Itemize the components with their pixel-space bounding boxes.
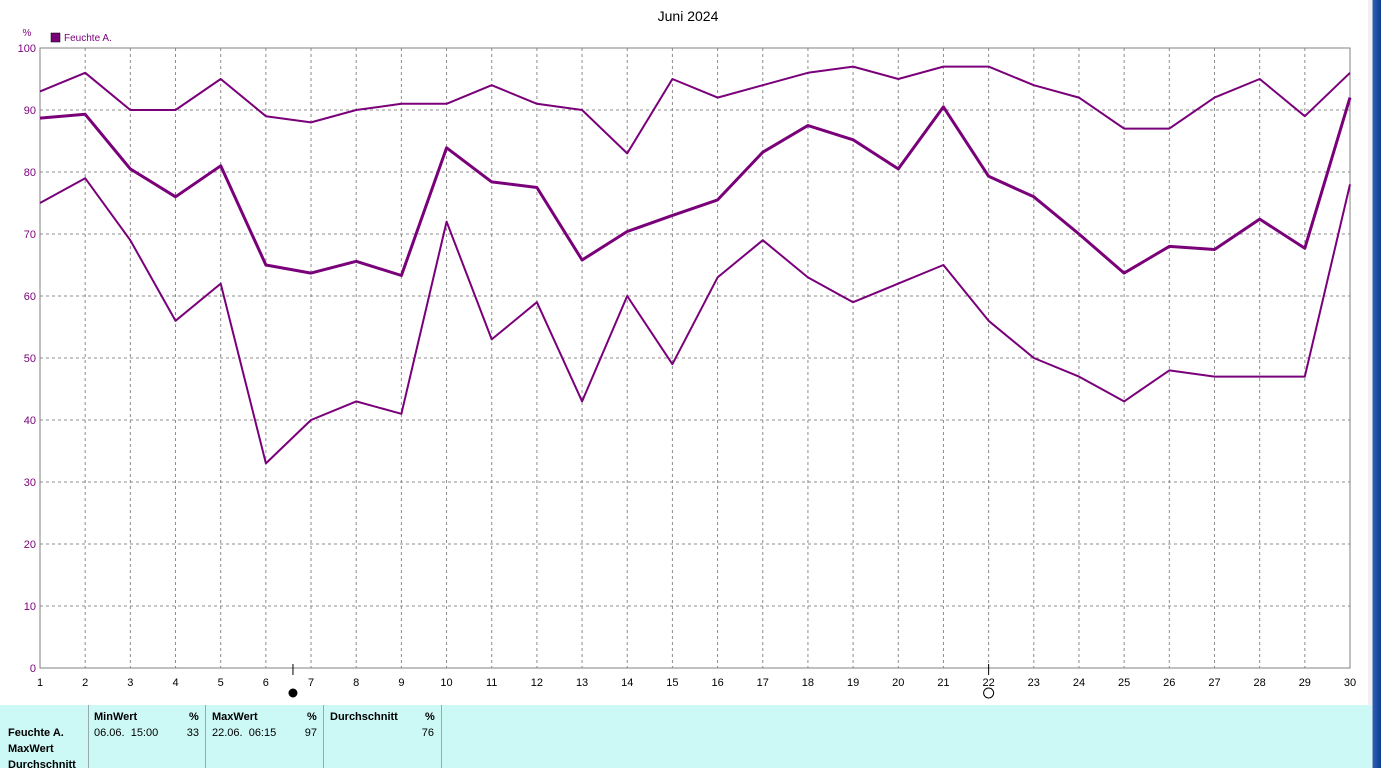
- humidity-chart: Juni 2024 % Feuchte A. 01020304050607080…: [18, 8, 1356, 699]
- legend-label: Feuchte A.: [64, 33, 112, 44]
- series-group: [39, 65, 1352, 465]
- x-tick-label: 22: [982, 677, 994, 689]
- y-tick-label: 0: [30, 663, 36, 675]
- x-tick-label: 2: [82, 677, 88, 689]
- x-tick-label: 17: [757, 677, 769, 689]
- minwert-value: 33: [186, 727, 199, 739]
- maxwert-value: 97: [304, 727, 317, 739]
- x-tick-label: 19: [847, 677, 859, 689]
- y-tick-label: 80: [24, 167, 36, 179]
- y-tick-label: 50: [24, 353, 36, 365]
- y-axis-unit: %: [23, 28, 32, 39]
- x-tick-label: 23: [1028, 677, 1040, 689]
- x-tick-label: 24: [1073, 677, 1085, 689]
- x-tick-label: 30: [1344, 677, 1356, 689]
- maxwert-header: MaxWert: [212, 711, 258, 723]
- x-axis: 1 2 3 4 5 6 7 8 9 10 11 12 13 14 15 16 17 18 19 20 21 22 23 24 2…: [37, 677, 1356, 689]
- y-tick-label: 40: [24, 415, 36, 427]
- series-line-max: [39, 65, 1351, 155]
- y-tick-label: 100: [18, 43, 36, 55]
- legend-swatch: [50, 32, 61, 43]
- min-marker: [288, 688, 298, 698]
- column-divider: [88, 705, 89, 768]
- column-divider: [205, 705, 206, 768]
- minwert-unit: %: [189, 711, 199, 723]
- column-divider: [441, 705, 442, 768]
- x-tick-label: 18: [802, 677, 814, 689]
- durchschnitt-value: 76: [421, 727, 434, 739]
- max-marker: [983, 687, 995, 699]
- x-tick-label: 11: [486, 677, 497, 689]
- series-line-mean: [39, 97, 1352, 277]
- stats-panel: Feuchte A. MaxWert Durchschnitt MinWert …: [0, 705, 1372, 768]
- minwert-header: MinWert: [94, 711, 138, 723]
- y-tick-label: 10: [24, 601, 36, 613]
- y-axis: 0 10 20 30 40 50 60 70 80 90 100: [18, 43, 36, 675]
- y-tick-label: 70: [24, 229, 36, 241]
- x-tick-label: 12: [531, 677, 543, 689]
- maxwert-time: 22.06. 06:15: [212, 727, 277, 739]
- x-tick-label: 5: [218, 677, 224, 689]
- x-tick-label: 9: [398, 677, 404, 689]
- x-tick-label: 16: [711, 677, 723, 689]
- x-tick-label: 21: [937, 677, 949, 689]
- y-tick-label: 60: [24, 291, 36, 303]
- x-tick-label: 3: [127, 677, 133, 689]
- x-tick-label: 27: [1208, 677, 1220, 689]
- x-tick-label: 20: [892, 677, 904, 689]
- x-tick-label: 4: [172, 677, 178, 689]
- x-tick-label: 6: [263, 677, 269, 689]
- x-tick-label: 10: [440, 677, 452, 689]
- x-tick-label: 14: [621, 677, 633, 689]
- marker-group: [288, 664, 995, 699]
- row-label-maxwert: MaxWert: [8, 743, 54, 755]
- column-divider: [323, 705, 324, 768]
- plot-frame: [39, 47, 1351, 669]
- window-edge: [1368, 0, 1381, 768]
- minwert-time: 06.06. 15:00: [94, 727, 159, 739]
- y-tick-label: 30: [24, 477, 36, 489]
- x-tick-label: 15: [666, 677, 678, 689]
- series-line-min: [39, 177, 1351, 465]
- x-tick-label: 7: [308, 677, 314, 689]
- durchschnitt-header: Durchschnitt: [330, 711, 398, 723]
- x-tick-label: 29: [1299, 677, 1311, 689]
- x-tick-label: 8: [353, 677, 359, 689]
- chart-title: Juni 2024: [658, 8, 719, 24]
- durchschnitt-unit: %: [425, 711, 435, 723]
- x-tick-label: 13: [576, 677, 588, 689]
- x-tick-label: 28: [1254, 677, 1266, 689]
- y-tick-label: 20: [24, 539, 36, 551]
- maxwert-unit: %: [307, 711, 317, 723]
- y-tick-label: 90: [24, 105, 36, 117]
- x-tick-label: 26: [1163, 677, 1175, 689]
- x-tick-label: 25: [1118, 677, 1130, 689]
- grid: [40, 48, 1350, 668]
- x-tick-label: 1: [37, 677, 43, 689]
- row-label-feuchte: Feuchte A.: [8, 727, 64, 739]
- row-label-durchschnitt: Durchschnitt: [8, 759, 76, 768]
